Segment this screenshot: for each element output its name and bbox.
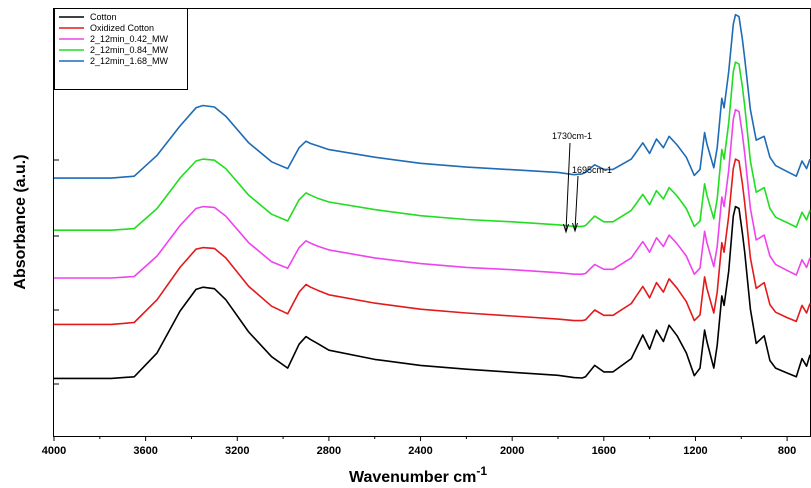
legend-label-0: Cotton: [90, 12, 117, 22]
legend-box: [54, 8, 188, 90]
legend-label-3: 2_12min_0.84_MW: [90, 45, 169, 55]
legend-label-2: 2_12min_0.42_MW: [90, 34, 169, 44]
x-tick-label-6: 1600: [592, 445, 616, 457]
x-tick-label-4: 2400: [408, 445, 432, 457]
x-axis-title: Wavenumber cm-1: [349, 464, 487, 486]
annotation-arrow-1730: [565, 142, 571, 232]
series-line-1: [54, 158, 811, 326]
annotation-arrow-1695: [574, 175, 579, 231]
annotation-label-1695: 1695cm-1: [572, 165, 612, 175]
y-axis-title: Absorbance (a.u.): [12, 154, 29, 289]
x-tick-label-0: 4000: [42, 445, 66, 457]
x-axis-title-text: Wavenumber cm: [349, 469, 476, 486]
x-tick-label-5: 2000: [500, 445, 524, 457]
series-line-0: [54, 205, 811, 380]
annotation-arrowhead-1695: [572, 222, 578, 233]
legend-label-4: 2_12min_1.68_MW: [90, 56, 169, 66]
x-tick-label-7: 1200: [683, 445, 707, 457]
x-tick-label-1: 3600: [133, 445, 157, 457]
x-tick-label-2: 3200: [225, 445, 249, 457]
x-tick-label-8: 800: [778, 445, 796, 457]
legend-label-1: Oxidized Cotton: [90, 23, 154, 33]
x-axis-title-superscript: -1: [476, 464, 487, 478]
series-line-2: [54, 108, 811, 279]
annotation-arrowhead-1730: [563, 223, 569, 234]
annotations: 1730cm-1 1695cm-1: [552, 131, 612, 234]
series-line-3: [54, 61, 811, 231]
series-group: [54, 13, 811, 380]
ticks-group: 4000 3600 3200 2800 2400 2000 1600 1200 800: [42, 85, 796, 457]
annotation-label-1730: 1730cm-1: [552, 131, 592, 141]
series-line-4: [54, 13, 811, 179]
x-tick-label-3: 2800: [317, 445, 341, 457]
